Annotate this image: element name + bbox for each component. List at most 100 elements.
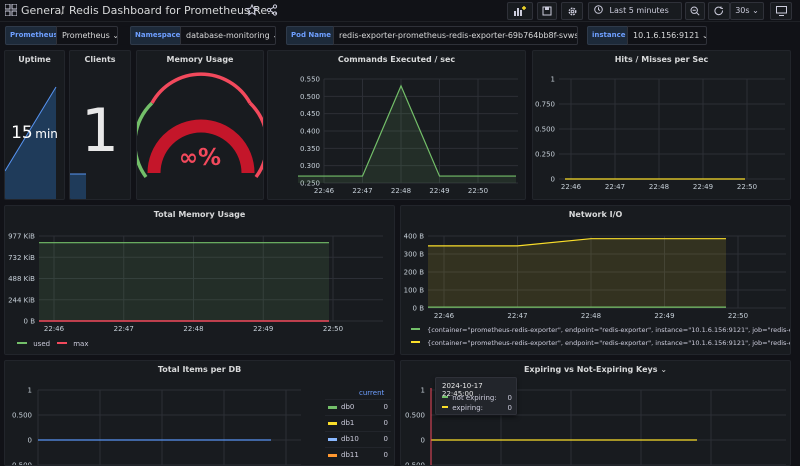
legend-series-2[interactable]: {container="prometheus-redis-exporter", …	[411, 339, 790, 347]
series-area	[298, 85, 516, 183]
tooltip-row-expiring: expiring: 0	[442, 404, 514, 412]
var-select-prometheus[interactable]: Prometheus ⌄	[56, 26, 118, 45]
legend-row-db11[interactable]: db11 0	[325, 447, 391, 463]
clients-sparkline	[70, 173, 86, 199]
panel-title: Total Memory Usage	[153, 210, 246, 219]
legend-value: 0	[383, 451, 388, 459]
add-panel-button[interactable]	[507, 2, 533, 20]
x-tick-label: 22:46	[44, 325, 65, 333]
breadcrumb-folder[interactable]: General	[21, 4, 65, 17]
x-tick-label: 22:49	[429, 187, 449, 195]
x-tick-label: 22:46	[314, 187, 335, 195]
monitor-icon	[775, 6, 787, 16]
tv-mode-button[interactable]	[770, 2, 792, 20]
panel-title: Network I/O	[568, 210, 623, 219]
legend-value: 0	[383, 403, 388, 411]
legend-label: max	[73, 340, 89, 348]
y-tick-label: 1	[551, 76, 555, 84]
legend-swatch	[328, 454, 337, 457]
y-tick-label: 0.500	[535, 126, 555, 134]
chart-tooltip: 2024-10-17 22:45:00 not expiring: 0 expi…	[435, 377, 517, 415]
x-tick-label: 22:50	[468, 187, 488, 195]
memory-usage-panel[interactable]: Memory Usage ∞%	[136, 50, 264, 200]
hits-misses-panel[interactable]: Hits / Misses per Sec 1 0.750 0.500 0.250 0 2…	[532, 50, 791, 200]
refresh-interval-label: 30s	[735, 6, 750, 15]
series-line	[298, 84, 516, 177]
legend-swatch	[411, 328, 420, 330]
refresh-interval-picker[interactable]: 30s ⌄	[730, 2, 764, 20]
y-tick-label: 1	[28, 387, 32, 395]
legend-swatch	[17, 342, 27, 344]
refresh-button[interactable]	[708, 2, 730, 20]
x-tick-label: 22:47	[352, 187, 372, 195]
x-tick-label: 22:50	[737, 183, 757, 191]
items-chart: 1 0.500 0 -0.500	[9, 387, 301, 466]
settings-button[interactable]	[561, 2, 583, 20]
legend-max[interactable]: max	[57, 340, 89, 348]
x-tick-label: 22:47	[507, 312, 527, 320]
var-value-namespace: database-monitoring	[186, 31, 270, 40]
panel-title: Expiring vs Not-Expiring Keys ⌄	[401, 365, 790, 374]
legend-swatch	[57, 342, 67, 344]
y-tick-label: 300 B	[404, 251, 425, 259]
var-select-instance[interactable]: 10.1.6.156:9121 ⌄	[627, 26, 707, 45]
star-icon[interactable]	[245, 3, 259, 18]
var-select-pod-name[interactable]: redis-exporter-prometheus-redis-exporter…	[333, 26, 578, 45]
y-tick-label: 977 KiB	[8, 233, 35, 241]
tooltip-row-not-expiring: not expiring: 0	[442, 394, 514, 402]
chevron-down-icon[interactable]: ⌄	[660, 365, 668, 374]
panel-title-text: Expiring vs Not-Expiring Keys	[523, 365, 658, 374]
y-tick-label: 200 B	[404, 269, 425, 277]
clients-value: 1	[80, 96, 120, 166]
var-value-pod-name: redis-exporter-prometheus-redis-exporter…	[339, 31, 578, 40]
top-bar: General / Redis Dashboard for Prometheus…	[0, 0, 800, 31]
legend-series-1[interactable]: {container="prometheus-redis-exporter", …	[411, 326, 790, 334]
tooltip-time: 2024-10-17 22:45:00	[442, 382, 483, 398]
dashboards-grid-icon[interactable]	[4, 3, 18, 17]
y-tick-label: 488 KiB	[8, 275, 35, 283]
total-memory-panel[interactable]: Total Memory Usage 977 KiB 732 KiB 488 KiB…	[4, 205, 395, 355]
var-label-instance: instance	[587, 26, 631, 45]
y-tick-label: 0.300	[300, 162, 320, 170]
y-tick-label: 0 B	[413, 305, 425, 313]
items-per-db-panel[interactable]: Total Items per DB 1 0.500 0 -0.500 current…	[4, 360, 395, 466]
tooltip-label: not expiring:	[452, 394, 497, 402]
y-tick-label: 0.500	[300, 93, 320, 101]
zoom-out-button[interactable]	[685, 2, 705, 20]
time-range-label: Last 5 minutes	[609, 6, 669, 15]
x-tick-label: 22:47	[605, 183, 625, 191]
legend-header-current[interactable]: current	[359, 389, 385, 397]
var-label-namespace: Namespace	[130, 26, 186, 45]
y-tick-label: 0 B	[24, 318, 36, 326]
legend-used[interactable]: used	[17, 340, 50, 348]
expiring-keys-panel[interactable]: Expiring vs Not-Expiring Keys ⌄ 1 0.500 0 -…	[400, 360, 791, 466]
time-range-picker[interactable]: Last 5 minutes ⌄	[588, 2, 682, 31]
x-tick-label: 22:49	[654, 312, 674, 320]
y-tick-label: -0.500	[402, 462, 425, 466]
legend-name: db0	[341, 403, 355, 411]
uptime-unit: min	[35, 127, 58, 141]
legend-row-db10[interactable]: db10 0	[325, 431, 391, 447]
legend-row-db0[interactable]: db0 0	[325, 399, 391, 415]
var-select-namespace[interactable]: database-monitoring ⌄	[180, 26, 276, 45]
y-tick-label: 400 B	[404, 233, 425, 241]
x-tick-label: 22:48	[391, 187, 411, 195]
save-dashboard-button[interactable]	[537, 2, 557, 20]
dashboard-title[interactable]: Redis Dashboard for Prometheus Re...	[69, 4, 278, 17]
uptime-stat: 15 min	[5, 123, 64, 143]
var-value-instance: 10.1.6.156:9121	[633, 31, 700, 40]
clients-panel[interactable]: Clients 1	[69, 50, 131, 200]
uptime-sparkline	[5, 86, 57, 199]
y-tick-label: -0.500	[9, 462, 32, 466]
legend-label: used	[33, 340, 51, 348]
zoom-out-icon	[690, 6, 700, 16]
x-tick-label: 22:50	[323, 325, 343, 333]
network-io-panel[interactable]: Network I/O 400 B 300 B 200 B 100 B 0 B 22:46…	[400, 205, 791, 355]
share-icon[interactable]	[266, 4, 278, 18]
y-tick-label: 0.550	[300, 76, 320, 84]
legend-row-db1[interactable]: db1 0	[325, 415, 391, 431]
legend-name: db10	[341, 435, 359, 443]
commands-panel[interactable]: Commands Executed / sec 0.550 0.500 0.450 0…	[267, 50, 526, 200]
uptime-panel[interactable]: Uptime 15 min	[4, 50, 65, 200]
hits-chart: 1 0.750 0.500 0.250 0 22:46 22:47 22:48 22:49 22:…	[535, 76, 785, 191]
